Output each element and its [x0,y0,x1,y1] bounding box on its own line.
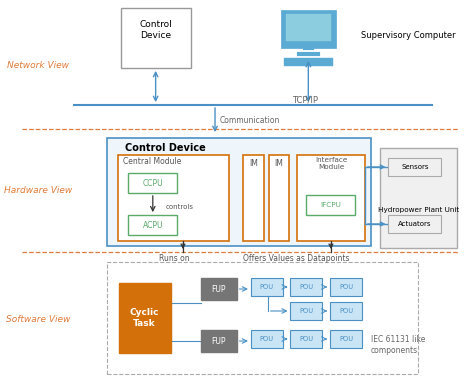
FancyBboxPatch shape [281,10,336,48]
FancyBboxPatch shape [243,155,264,241]
Text: POU: POU [260,284,274,290]
Text: Actuators: Actuators [398,221,432,227]
FancyBboxPatch shape [251,330,283,348]
Text: Interface
Module: Interface Module [315,156,347,169]
FancyBboxPatch shape [118,155,229,241]
FancyBboxPatch shape [107,138,371,246]
Text: Control Device: Control Device [126,143,206,153]
FancyBboxPatch shape [269,155,290,241]
Text: FUP: FUP [211,336,226,345]
Text: POU: POU [339,336,353,342]
Text: Hardware View: Hardware View [4,186,72,194]
Text: Hydropower Plant Unit: Hydropower Plant Unit [378,207,459,213]
Text: FUP: FUP [211,285,226,293]
FancyBboxPatch shape [128,215,177,235]
Text: POU: POU [339,308,353,314]
Text: Communication: Communication [220,116,280,124]
Text: Software View: Software View [6,315,70,325]
FancyBboxPatch shape [284,58,333,66]
Text: Network View: Network View [7,60,69,70]
Text: POU: POU [300,308,313,314]
Text: IM: IM [249,159,258,167]
Text: Sensors: Sensors [401,164,428,170]
FancyBboxPatch shape [389,215,441,233]
Text: TCP/IP: TCP/IP [292,95,318,104]
Text: Central Module: Central Module [123,156,181,166]
Text: IFCPU: IFCPU [320,202,341,208]
Text: CCPU: CCPU [143,179,163,187]
FancyBboxPatch shape [201,330,237,352]
FancyBboxPatch shape [330,330,362,348]
FancyBboxPatch shape [107,262,418,374]
Text: Control
Device: Control Device [139,20,172,40]
FancyBboxPatch shape [380,148,457,248]
FancyBboxPatch shape [291,278,322,296]
FancyBboxPatch shape [121,8,191,68]
Text: controls: controls [166,204,194,210]
FancyBboxPatch shape [128,173,177,193]
FancyBboxPatch shape [291,302,322,320]
Text: ACPU: ACPU [143,221,163,229]
FancyBboxPatch shape [330,302,362,320]
FancyBboxPatch shape [307,195,356,215]
FancyBboxPatch shape [389,158,441,176]
Text: Cyclic
Task: Cyclic Task [129,308,159,328]
Text: POU: POU [300,284,313,290]
FancyBboxPatch shape [330,278,362,296]
Text: POU: POU [260,336,274,342]
FancyBboxPatch shape [201,278,237,300]
Text: POU: POU [300,336,313,342]
FancyBboxPatch shape [297,155,365,241]
Text: POU: POU [339,284,353,290]
FancyBboxPatch shape [119,283,171,353]
Text: IM: IM [274,159,283,167]
Text: Runs on: Runs on [159,253,190,263]
FancyBboxPatch shape [291,330,322,348]
Text: IEC 61131 like
components: IEC 61131 like components [371,335,425,355]
Text: Offers Values as Datapoints: Offers Values as Datapoints [243,253,350,263]
FancyBboxPatch shape [251,278,283,296]
Text: Supervisory Computer: Supervisory Computer [361,30,456,40]
FancyBboxPatch shape [286,14,331,41]
